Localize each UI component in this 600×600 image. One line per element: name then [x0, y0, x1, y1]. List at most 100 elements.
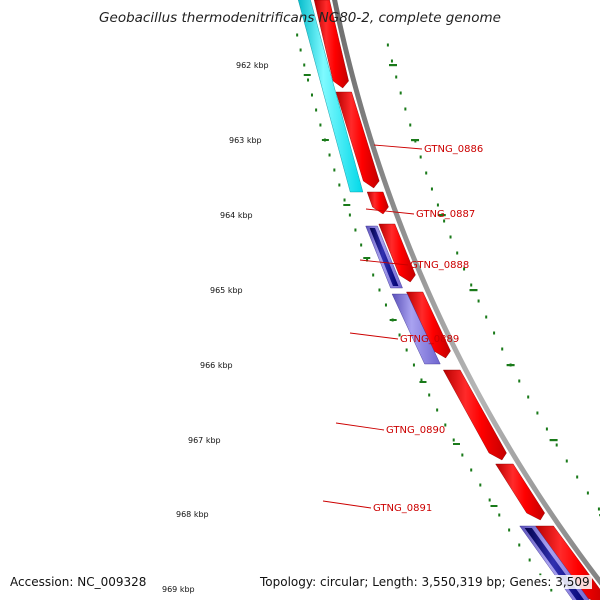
scale-tick-right [363, 257, 371, 259]
minor-tick [444, 423, 447, 427]
major-tick [506, 364, 515, 367]
minor-tick [528, 558, 531, 562]
minor-tick [328, 153, 331, 157]
forward-gene [406, 291, 451, 359]
blue-feature [391, 293, 441, 365]
major-tick [437, 214, 446, 217]
outer-dot [395, 75, 398, 79]
outer-dot [463, 267, 466, 271]
genome-title: Geobacillus thermodenitrificans NG80-2, … [99, 10, 501, 26]
scale-tick-right [490, 505, 498, 507]
forward-gene [495, 463, 545, 521]
gene-label-gtng-0891: GTNG_0891 [373, 503, 432, 514]
gene-label-gtng-0886: GTNG_0886 [424, 144, 483, 155]
outer-dot [586, 491, 589, 495]
forward-gene [335, 91, 380, 189]
accession-text: Accession: NC_009328 [8, 575, 149, 589]
label-leader [335, 422, 385, 431]
outer-dot [501, 347, 504, 351]
minor-tick [550, 588, 553, 592]
cyan-feature [298, 0, 364, 193]
minor-tick [436, 408, 439, 412]
minor-tick [307, 78, 310, 82]
minor-tick [405, 348, 408, 352]
outer-dot [597, 507, 600, 511]
major-tick [469, 289, 478, 292]
minor-tick [333, 168, 336, 172]
minor-tick [428, 393, 431, 397]
minor-tick [508, 528, 511, 532]
tick-label-964: 964 kbp [220, 211, 253, 220]
minor-tick [498, 513, 501, 517]
minor-tick [372, 273, 375, 277]
minor-tick [518, 543, 521, 547]
minor-tick [348, 213, 351, 217]
label-leader [365, 208, 415, 215]
backbone-arc [332, 0, 600, 586]
tick-label-963: 963 kbp [229, 136, 262, 145]
minor-tick [461, 453, 464, 457]
outer-dot [493, 331, 496, 335]
minor-tick [470, 468, 473, 472]
navy-feature [369, 228, 399, 286]
outer-dot [425, 171, 428, 175]
label-leader [322, 500, 372, 509]
outer-dot [545, 427, 548, 431]
minor-tick [384, 303, 387, 307]
minor-tick [354, 228, 357, 232]
outer-dot [409, 123, 412, 127]
minor-tick [412, 363, 415, 367]
gene-label-leaders [322, 144, 423, 509]
minor-tick [319, 123, 322, 127]
minor-tick [360, 243, 363, 247]
minor-tick [315, 108, 318, 112]
tick-label-968: 968 kbp [176, 510, 209, 519]
major-tick [388, 64, 397, 67]
label-leader [349, 332, 399, 340]
feature-track [298, 0, 600, 600]
tick-label-969: 969 kbp [162, 585, 195, 594]
outer-dot [419, 155, 422, 159]
forward-gene [313, 0, 349, 89]
outer-dot [485, 315, 488, 319]
tick-label-967: 967 kbp [188, 436, 221, 445]
gene-label-gtng-0888: GTNG_0888 [410, 260, 469, 271]
minor-tick [488, 498, 491, 502]
outer-dot [390, 59, 393, 63]
outer-dot [470, 283, 473, 287]
minor-tick [479, 483, 482, 487]
genome-backbone [332, 0, 600, 586]
major-tick [411, 139, 420, 142]
topology-text: Topology: circular; Length: 3,550,319 bp… [258, 575, 592, 589]
outer-dot [456, 251, 459, 255]
gene-label-gtng-0889: GTNG_0889 [400, 334, 459, 345]
minor-tick [398, 333, 401, 337]
outer-dot [555, 443, 558, 447]
minor-tick [366, 258, 369, 262]
minor-tick [338, 183, 341, 187]
major-tick [549, 439, 558, 442]
scale-tick-right [389, 319, 397, 321]
label-leader [373, 144, 423, 150]
scale-tick-right [419, 381, 427, 383]
outer-dot [430, 187, 433, 191]
outer-dot [443, 219, 446, 223]
outer-dot [527, 395, 530, 399]
outer-dot [477, 299, 480, 303]
gene-label-gtng-0890: GTNG_0890 [386, 425, 445, 436]
tick-label-962: 962 kbp [236, 61, 269, 70]
outer-dot [518, 379, 521, 383]
gene-labels: GTNG_0886 GTNG_0887 GTNG_0888 GTNG_0889 … [373, 144, 483, 514]
minor-tick [420, 378, 423, 382]
minor-tick-marks [296, 33, 600, 592]
scale-tick-labels: 962 kbp 963 kbp 964 kbp 965 kbp 966 kbp … [162, 61, 269, 594]
minor-tick [310, 93, 313, 97]
minor-tick [343, 198, 346, 202]
tick-label-965: 965 kbp [210, 286, 243, 295]
scale-tick-right [303, 74, 311, 76]
scale-tick-right [321, 139, 329, 141]
scale-tick-right [343, 204, 351, 206]
minor-tick [378, 288, 381, 292]
forward-gene [442, 369, 507, 461]
